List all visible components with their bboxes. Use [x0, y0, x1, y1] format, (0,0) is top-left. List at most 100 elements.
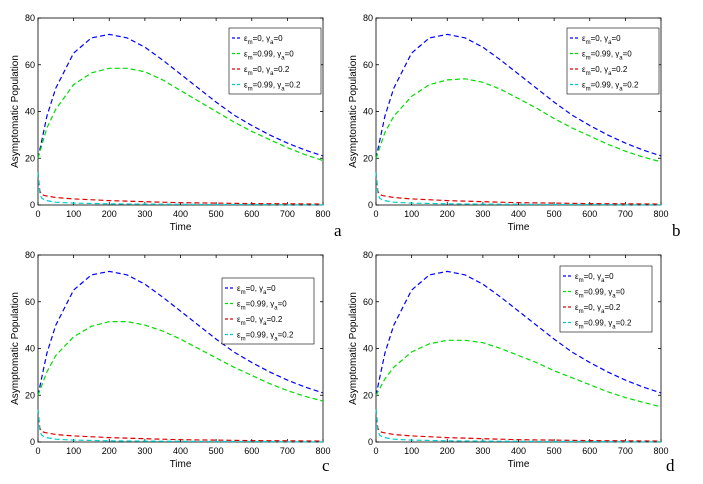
legend-text: =0.2	[623, 81, 639, 90]
series-line-0	[37, 270, 324, 396]
legend-text: =0.99, γ	[584, 288, 613, 297]
x-tick-label: 100	[66, 446, 81, 456]
legend-text: ε	[575, 319, 579, 328]
legend-subscript: a	[270, 71, 274, 77]
y-tick-label: 0	[368, 200, 373, 210]
legend-subscript: a	[619, 87, 623, 93]
series-line-1	[375, 339, 662, 408]
x-tick-label: 800	[315, 209, 330, 219]
y-tick-label: 0	[30, 200, 35, 210]
legend-text: =0, γ	[584, 272, 602, 281]
legend-text: =0	[612, 34, 622, 43]
legend-box	[566, 27, 660, 95]
legend-text: =0.2	[267, 315, 283, 324]
legend-text: =0.99, γ	[253, 50, 282, 59]
legend-entry-1: εm=0.99, γa=0	[582, 50, 632, 62]
legend-text: =0.99, γ	[591, 50, 620, 59]
legend-subscript: a	[608, 71, 612, 77]
legend-subscript: m	[586, 87, 591, 93]
legend-subscript: a	[281, 56, 285, 62]
legend-text: =0, γ	[246, 315, 264, 324]
y-tick-label: 20	[363, 153, 373, 163]
legend-text: =0, γ	[253, 65, 271, 74]
x-tick-label: 400	[173, 446, 188, 456]
x-tick-label: 300	[475, 209, 490, 219]
legend-text: =0.2	[605, 303, 621, 312]
x-tick-label: 800	[653, 446, 668, 456]
panel-d: 0 100 200 300 400 500 600 700 800 0 20 40 60 80 Time As…	[348, 250, 675, 475]
legend-subscript: a	[274, 337, 278, 343]
legend-text: ε	[237, 284, 241, 293]
legend-subscript: m	[579, 325, 584, 331]
series-line-0	[375, 33, 662, 159]
x-tick-label: 300	[475, 446, 490, 456]
series-line-0	[37, 33, 324, 159]
legend-text: =0, γ	[591, 34, 609, 43]
legend-text: ε	[237, 300, 241, 309]
legend-text: =0	[267, 284, 277, 293]
y-tick-label: 40	[25, 107, 35, 117]
series-line-1	[37, 321, 324, 402]
y-tick-label: 0	[30, 437, 35, 447]
x-axis-label: Time	[508, 459, 530, 470]
legend-text: ε	[244, 34, 248, 43]
legend-text: =0.99, γ	[246, 300, 275, 309]
legend-entry-1: εm=0.99, γa=0	[575, 288, 625, 300]
legend-box	[228, 27, 322, 95]
legend: εm=0, γa=0εm=0.99, γa=0εm=0, γa=0.2εm=0.…	[228, 27, 322, 95]
legend-entry-2: εm=0, γa=0.2	[237, 315, 283, 327]
series-line-3	[375, 172, 661, 206]
legend-text: =0	[616, 288, 626, 297]
panel-letter: c	[322, 456, 330, 475]
legend-text: =0.99, γ	[246, 331, 275, 340]
legend-subscript: a	[601, 309, 605, 315]
legend-text: =0, γ	[246, 284, 264, 293]
x-tick-label: 0	[35, 446, 40, 456]
x-tick-label: 800	[315, 446, 330, 456]
x-tick-label: 200	[102, 446, 117, 456]
legend-subscript: a	[619, 56, 623, 62]
legend: εm=0, γa=0εm=0.99, γa=0εm=0, γa=0.2εm=0.…	[221, 277, 315, 345]
y-tick-label: 20	[363, 390, 373, 400]
legend-entry-2: εm=0, γa=0.2	[575, 303, 621, 315]
legend-subscript: a	[263, 290, 267, 296]
legend-text: =0	[285, 50, 295, 59]
x-tick-label: 0	[373, 446, 378, 456]
series-line-3	[375, 409, 661, 443]
legend-subscript: m	[586, 40, 591, 46]
y-tick-label: 60	[363, 297, 373, 307]
legend-subscript: m	[241, 337, 246, 343]
y-tick-label: 60	[25, 60, 35, 70]
legend-text: ε	[582, 50, 586, 59]
x-axis-label: Time	[170, 222, 192, 233]
legend-text: =0, γ	[591, 65, 609, 74]
series-line-1	[375, 78, 662, 163]
legend-subscript: m	[241, 306, 246, 312]
legend-text: ε	[237, 315, 241, 324]
y-tick-label: 80	[25, 250, 35, 260]
legend-entry-3: εm=0.99, γa=0.2	[582, 81, 639, 93]
legend-text: ε	[244, 65, 248, 74]
x-tick-label: 200	[102, 209, 117, 219]
x-tick-label: 500	[209, 209, 224, 219]
legend-subscript: m	[579, 294, 584, 300]
legend-text: ε	[575, 272, 579, 281]
x-tick-label: 200	[440, 446, 455, 456]
y-axis-label: Asymptomatic Population	[348, 292, 359, 405]
x-tick-label: 700	[618, 446, 633, 456]
y-tick-label: 20	[25, 390, 35, 400]
legend-subscript: m	[241, 321, 246, 327]
x-tick-label: 700	[280, 209, 295, 219]
legend-subscript: a	[281, 87, 285, 93]
legend-subscript: m	[586, 56, 591, 62]
legend-box	[559, 265, 653, 333]
series-line-2	[37, 409, 324, 442]
legend-text: ε	[244, 81, 248, 90]
legend-text: =0.99, γ	[584, 319, 613, 328]
x-tick-label: 700	[618, 209, 633, 219]
x-tick-label: 600	[582, 209, 597, 219]
legend-text: =0.99, γ	[591, 81, 620, 90]
x-tick-label: 500	[547, 209, 562, 219]
x-axis-label: Time	[508, 222, 530, 233]
x-tick-label: 800	[653, 209, 668, 219]
